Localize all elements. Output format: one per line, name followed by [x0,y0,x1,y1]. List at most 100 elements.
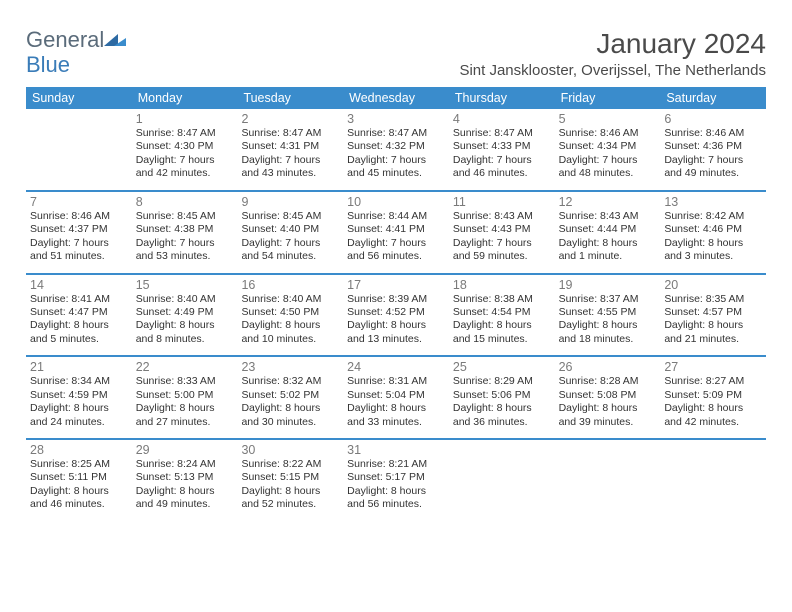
sunrise-text: Sunrise: 8:33 AM [136,375,234,388]
daylight-text: Daylight: 8 hours [241,402,339,415]
sunset-text: Sunset: 5:13 PM [136,471,234,484]
sunrise-text: Sunrise: 8:43 AM [453,210,551,223]
sunset-text: Sunset: 5:15 PM [241,471,339,484]
day-cell: 24Sunrise: 8:31 AMSunset: 5:04 PMDayligh… [343,357,449,438]
sunrise-text: Sunrise: 8:38 AM [453,293,551,306]
dayhead-wed: Wednesday [343,87,449,109]
day-number: 4 [453,112,551,126]
sunrise-text: Sunrise: 8:24 AM [136,458,234,471]
day-cell: 11Sunrise: 8:43 AMSunset: 4:43 PMDayligh… [449,192,555,273]
daylight-text: and 18 minutes. [559,333,657,346]
sunset-text: Sunset: 5:11 PM [30,471,128,484]
day-number: 20 [664,278,762,292]
sunset-text: Sunset: 5:04 PM [347,389,445,402]
day-cell: 18Sunrise: 8:38 AMSunset: 4:54 PMDayligh… [449,275,555,356]
sunset-text: Sunset: 4:54 PM [453,306,551,319]
day-number: 27 [664,360,762,374]
sunrise-text: Sunrise: 8:45 AM [241,210,339,223]
day-cell: 3Sunrise: 8:47 AMSunset: 4:32 PMDaylight… [343,109,449,190]
daylight-text: and 1 minute. [559,250,657,263]
daylight-text: Daylight: 8 hours [664,237,762,250]
sunrise-text: Sunrise: 8:40 AM [241,293,339,306]
day-cell: 15Sunrise: 8:40 AMSunset: 4:49 PMDayligh… [132,275,238,356]
daylight-text: and 48 minutes. [559,167,657,180]
day-cell: 22Sunrise: 8:33 AMSunset: 5:00 PMDayligh… [132,357,238,438]
daylight-text: Daylight: 7 hours [453,154,551,167]
day-number: 17 [347,278,445,292]
sunset-text: Sunset: 5:02 PM [241,389,339,402]
daylight-text: Daylight: 7 hours [559,154,657,167]
day-number: 26 [559,360,657,374]
day-cell: 21Sunrise: 8:34 AMSunset: 4:59 PMDayligh… [26,357,132,438]
title-block: January 2024 Sint Jansklooster, Overijss… [459,28,766,79]
daylight-text: Daylight: 8 hours [136,402,234,415]
day-cell: 19Sunrise: 8:37 AMSunset: 4:55 PMDayligh… [555,275,661,356]
sunset-text: Sunset: 4:57 PM [664,306,762,319]
day-number: 21 [30,360,128,374]
sunset-text: Sunset: 4:52 PM [347,306,445,319]
sunrise-text: Sunrise: 8:42 AM [664,210,762,223]
sunset-text: Sunset: 4:40 PM [241,223,339,236]
day-number: 5 [559,112,657,126]
location-subtitle: Sint Jansklooster, Overijssel, The Nethe… [459,62,766,79]
sunset-text: Sunset: 4:59 PM [30,389,128,402]
sunset-text: Sunset: 4:47 PM [30,306,128,319]
day-cell: 30Sunrise: 8:22 AMSunset: 5:15 PMDayligh… [237,440,343,521]
day-cell [26,109,132,190]
daylight-text: and 5 minutes. [30,333,128,346]
daylight-text: Daylight: 7 hours [347,237,445,250]
sunrise-text: Sunrise: 8:44 AM [347,210,445,223]
daylight-text: Daylight: 7 hours [347,154,445,167]
brand-name-part1: General [26,27,104,52]
sunrise-text: Sunrise: 8:45 AM [136,210,234,223]
daylight-text: and 8 minutes. [136,333,234,346]
daylight-text: and 53 minutes. [136,250,234,263]
day-cell: 16Sunrise: 8:40 AMSunset: 4:50 PMDayligh… [237,275,343,356]
daylight-text: Daylight: 8 hours [664,402,762,415]
day-cell: 13Sunrise: 8:42 AMSunset: 4:46 PMDayligh… [660,192,766,273]
day-cell [555,440,661,521]
day-cell: 29Sunrise: 8:24 AMSunset: 5:13 PMDayligh… [132,440,238,521]
daylight-text: Daylight: 8 hours [347,485,445,498]
day-number: 11 [453,195,551,209]
dayhead-thu: Thursday [449,87,555,109]
week-row: 7Sunrise: 8:46 AMSunset: 4:37 PMDaylight… [26,192,766,275]
sunset-text: Sunset: 4:30 PM [136,140,234,153]
sunset-text: Sunset: 4:37 PM [30,223,128,236]
calendar-grid: Sunday Monday Tuesday Wednesday Thursday… [26,87,766,521]
sunrise-text: Sunrise: 8:27 AM [664,375,762,388]
day-number: 10 [347,195,445,209]
sunset-text: Sunset: 4:31 PM [241,140,339,153]
calendar-page: General Blue January 2024 Sint Janskloos… [0,0,792,541]
day-number: 1 [136,112,234,126]
sunrise-text: Sunrise: 8:29 AM [453,375,551,388]
daylight-text: Daylight: 8 hours [30,319,128,332]
daylight-text: and 46 minutes. [453,167,551,180]
daylight-text: and 59 minutes. [453,250,551,263]
sunrise-text: Sunrise: 8:28 AM [559,375,657,388]
daylight-text: and 56 minutes. [347,250,445,263]
day-number: 13 [664,195,762,209]
week-row: 28Sunrise: 8:25 AMSunset: 5:11 PMDayligh… [26,440,766,521]
day-cell: 7Sunrise: 8:46 AMSunset: 4:37 PMDaylight… [26,192,132,273]
day-cell: 14Sunrise: 8:41 AMSunset: 4:47 PMDayligh… [26,275,132,356]
sunrise-text: Sunrise: 8:47 AM [136,127,234,140]
sunset-text: Sunset: 5:09 PM [664,389,762,402]
daylight-text: Daylight: 7 hours [453,237,551,250]
brand-logo: General Blue [26,28,126,77]
daylight-text: Daylight: 8 hours [30,402,128,415]
sunset-text: Sunset: 4:55 PM [559,306,657,319]
day-header-row: Sunday Monday Tuesday Wednesday Thursday… [26,87,766,109]
brand-mark-icon [104,28,126,53]
sunset-text: Sunset: 5:17 PM [347,471,445,484]
day-cell: 23Sunrise: 8:32 AMSunset: 5:02 PMDayligh… [237,357,343,438]
daylight-text: and 36 minutes. [453,416,551,429]
dayhead-fri: Friday [555,87,661,109]
sunrise-text: Sunrise: 8:35 AM [664,293,762,306]
daylight-text: Daylight: 8 hours [347,402,445,415]
month-title: January 2024 [459,28,766,60]
daylight-text: and 46 minutes. [30,498,128,511]
day-number: 18 [453,278,551,292]
dayhead-mon: Monday [132,87,238,109]
dayhead-sun: Sunday [26,87,132,109]
